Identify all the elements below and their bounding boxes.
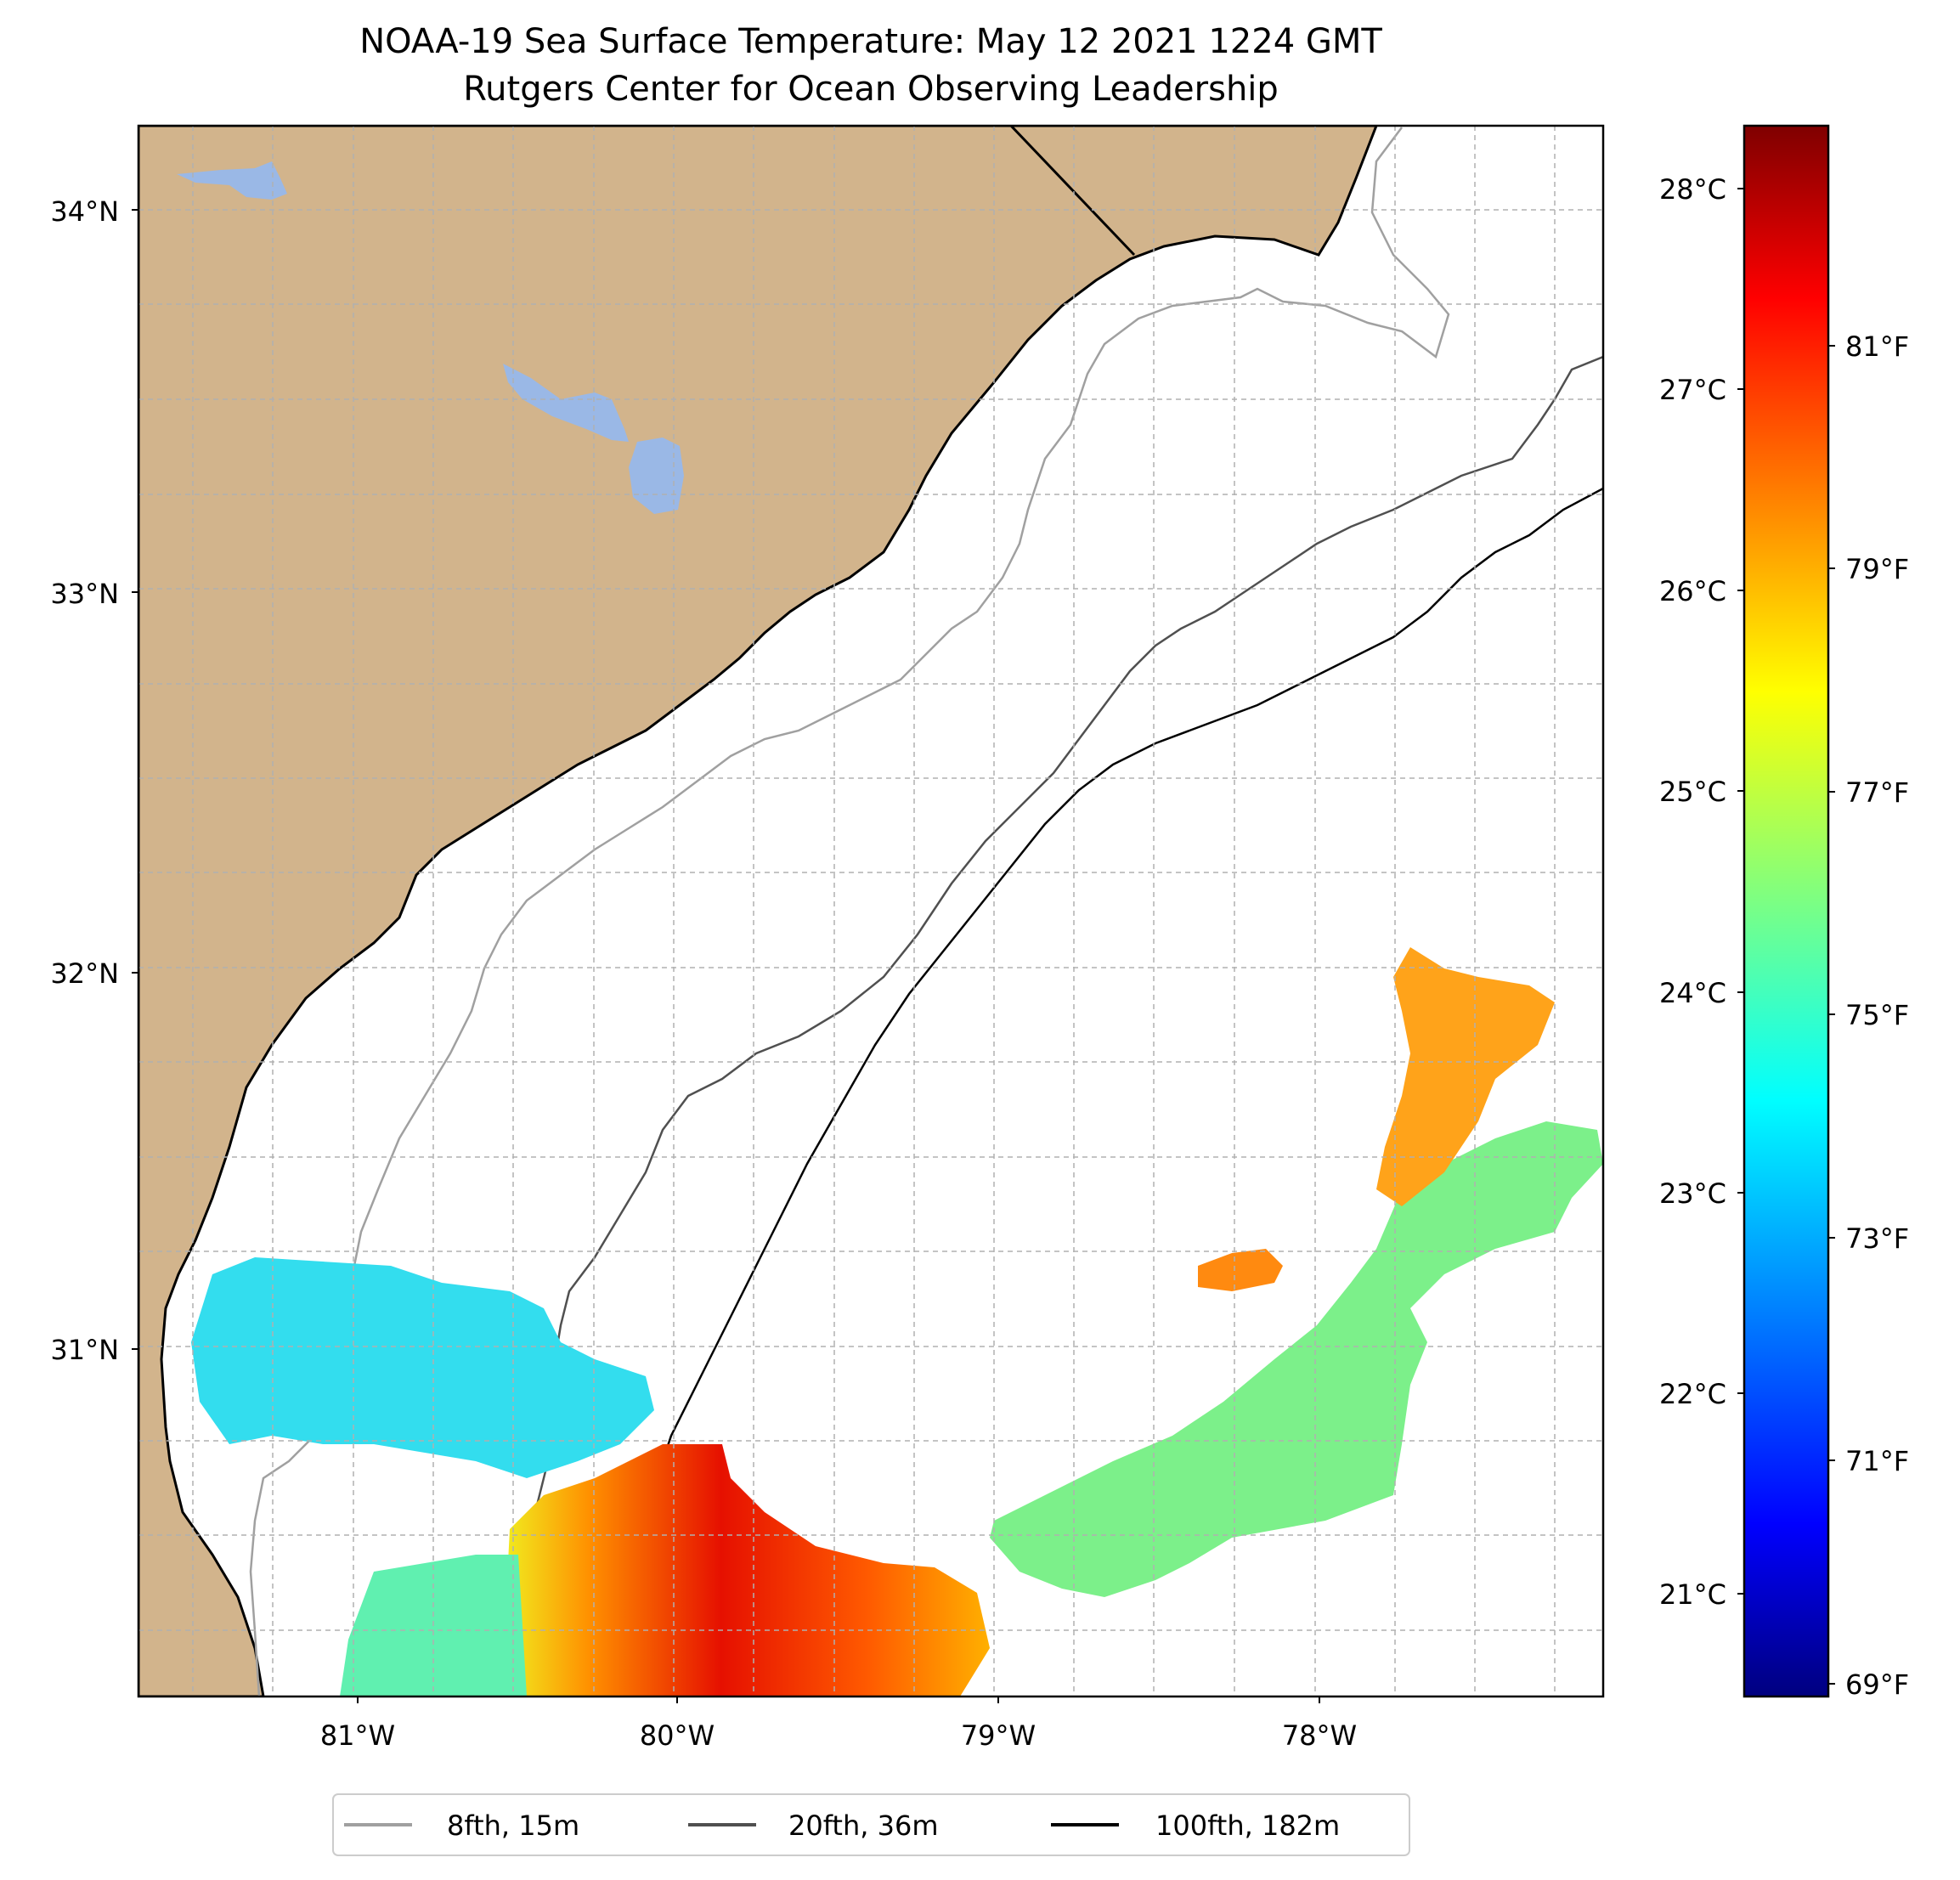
colorbar-fahrenheit-label: 77°F (1845, 776, 1909, 809)
sst-patch-small (1198, 1249, 1283, 1291)
legend-label: 100fth, 182m (1155, 1809, 1340, 1842)
lon-label: 81°W (320, 1719, 395, 1752)
colorbar-celsius-label: 27°C (1659, 374, 1726, 406)
colorbar-fahrenheit-label: 75°F (1845, 999, 1909, 1031)
map-frame (137, 124, 1605, 1698)
contour-20fth (491, 355, 1603, 1697)
colorbar-fahrenheit-label: 79°F (1845, 553, 1909, 585)
lake (177, 161, 287, 200)
colorbar: 28°C 27°C 26°C 25°C 24°C 23°C 22°C 21°C … (1659, 124, 1909, 1701)
lake (503, 364, 629, 442)
colorbar-fahrenheit-label: 69°F (1845, 1668, 1909, 1701)
colorbar-celsius-label: 28°C (1659, 173, 1726, 206)
colorbar-celsius-label: 25°C (1659, 776, 1726, 808)
sst-patch-northeast (1376, 947, 1555, 1206)
legend: 8fth, 15m 20fth, 36m 100fth, 182m (332, 1793, 1410, 1856)
land-mass (138, 126, 1378, 1697)
legend-label: 20fth, 36m (788, 1809, 938, 1842)
colorbar-fahrenheit-label: 73°F (1845, 1222, 1909, 1255)
legend-box (332, 1793, 1410, 1856)
lat-label: 32°N (50, 957, 119, 990)
colorbar-gradient (1743, 124, 1830, 1698)
colorbar-fahrenheit-label: 81°F (1845, 330, 1909, 363)
colorbar-celsius-label: 22°C (1659, 1378, 1726, 1410)
state-border (1009, 126, 1136, 257)
lon-label: 78°W (1282, 1719, 1357, 1752)
title-line-2: Rutgers Center for Ocean Observing Leade… (463, 70, 1279, 109)
contour-100fth (606, 487, 1603, 1697)
colorbar-celsius-label: 26°C (1659, 575, 1726, 607)
legend-label: 8fth, 15m (447, 1809, 579, 1842)
colorbar-celsius-label: 24°C (1659, 977, 1726, 1009)
lat-label: 33°N (50, 578, 119, 610)
title-line-1: NOAA-19 Sea Surface Temperature: May 12 … (359, 22, 1382, 61)
sst-patch-warm (501, 1444, 990, 1697)
colorbar-celsius-label: 21°C (1659, 1578, 1726, 1611)
colorbar-fahrenheit-label: 71°F (1845, 1445, 1909, 1477)
map-area (138, 126, 1603, 1697)
lat-label: 34°N (50, 195, 119, 228)
axis-ticks (132, 209, 1320, 1703)
graticule (138, 126, 1603, 1697)
colorbar-celsius-label: 23°C (1659, 1177, 1726, 1210)
colorbar-ticks (1737, 188, 1835, 1685)
lake (629, 438, 684, 514)
lon-label: 80°W (640, 1719, 715, 1752)
sst-patch-west (191, 1257, 654, 1478)
lon-label: 79°W (961, 1719, 1036, 1752)
lat-label: 31°N (50, 1334, 119, 1366)
sst-patch-east (990, 1121, 1603, 1597)
